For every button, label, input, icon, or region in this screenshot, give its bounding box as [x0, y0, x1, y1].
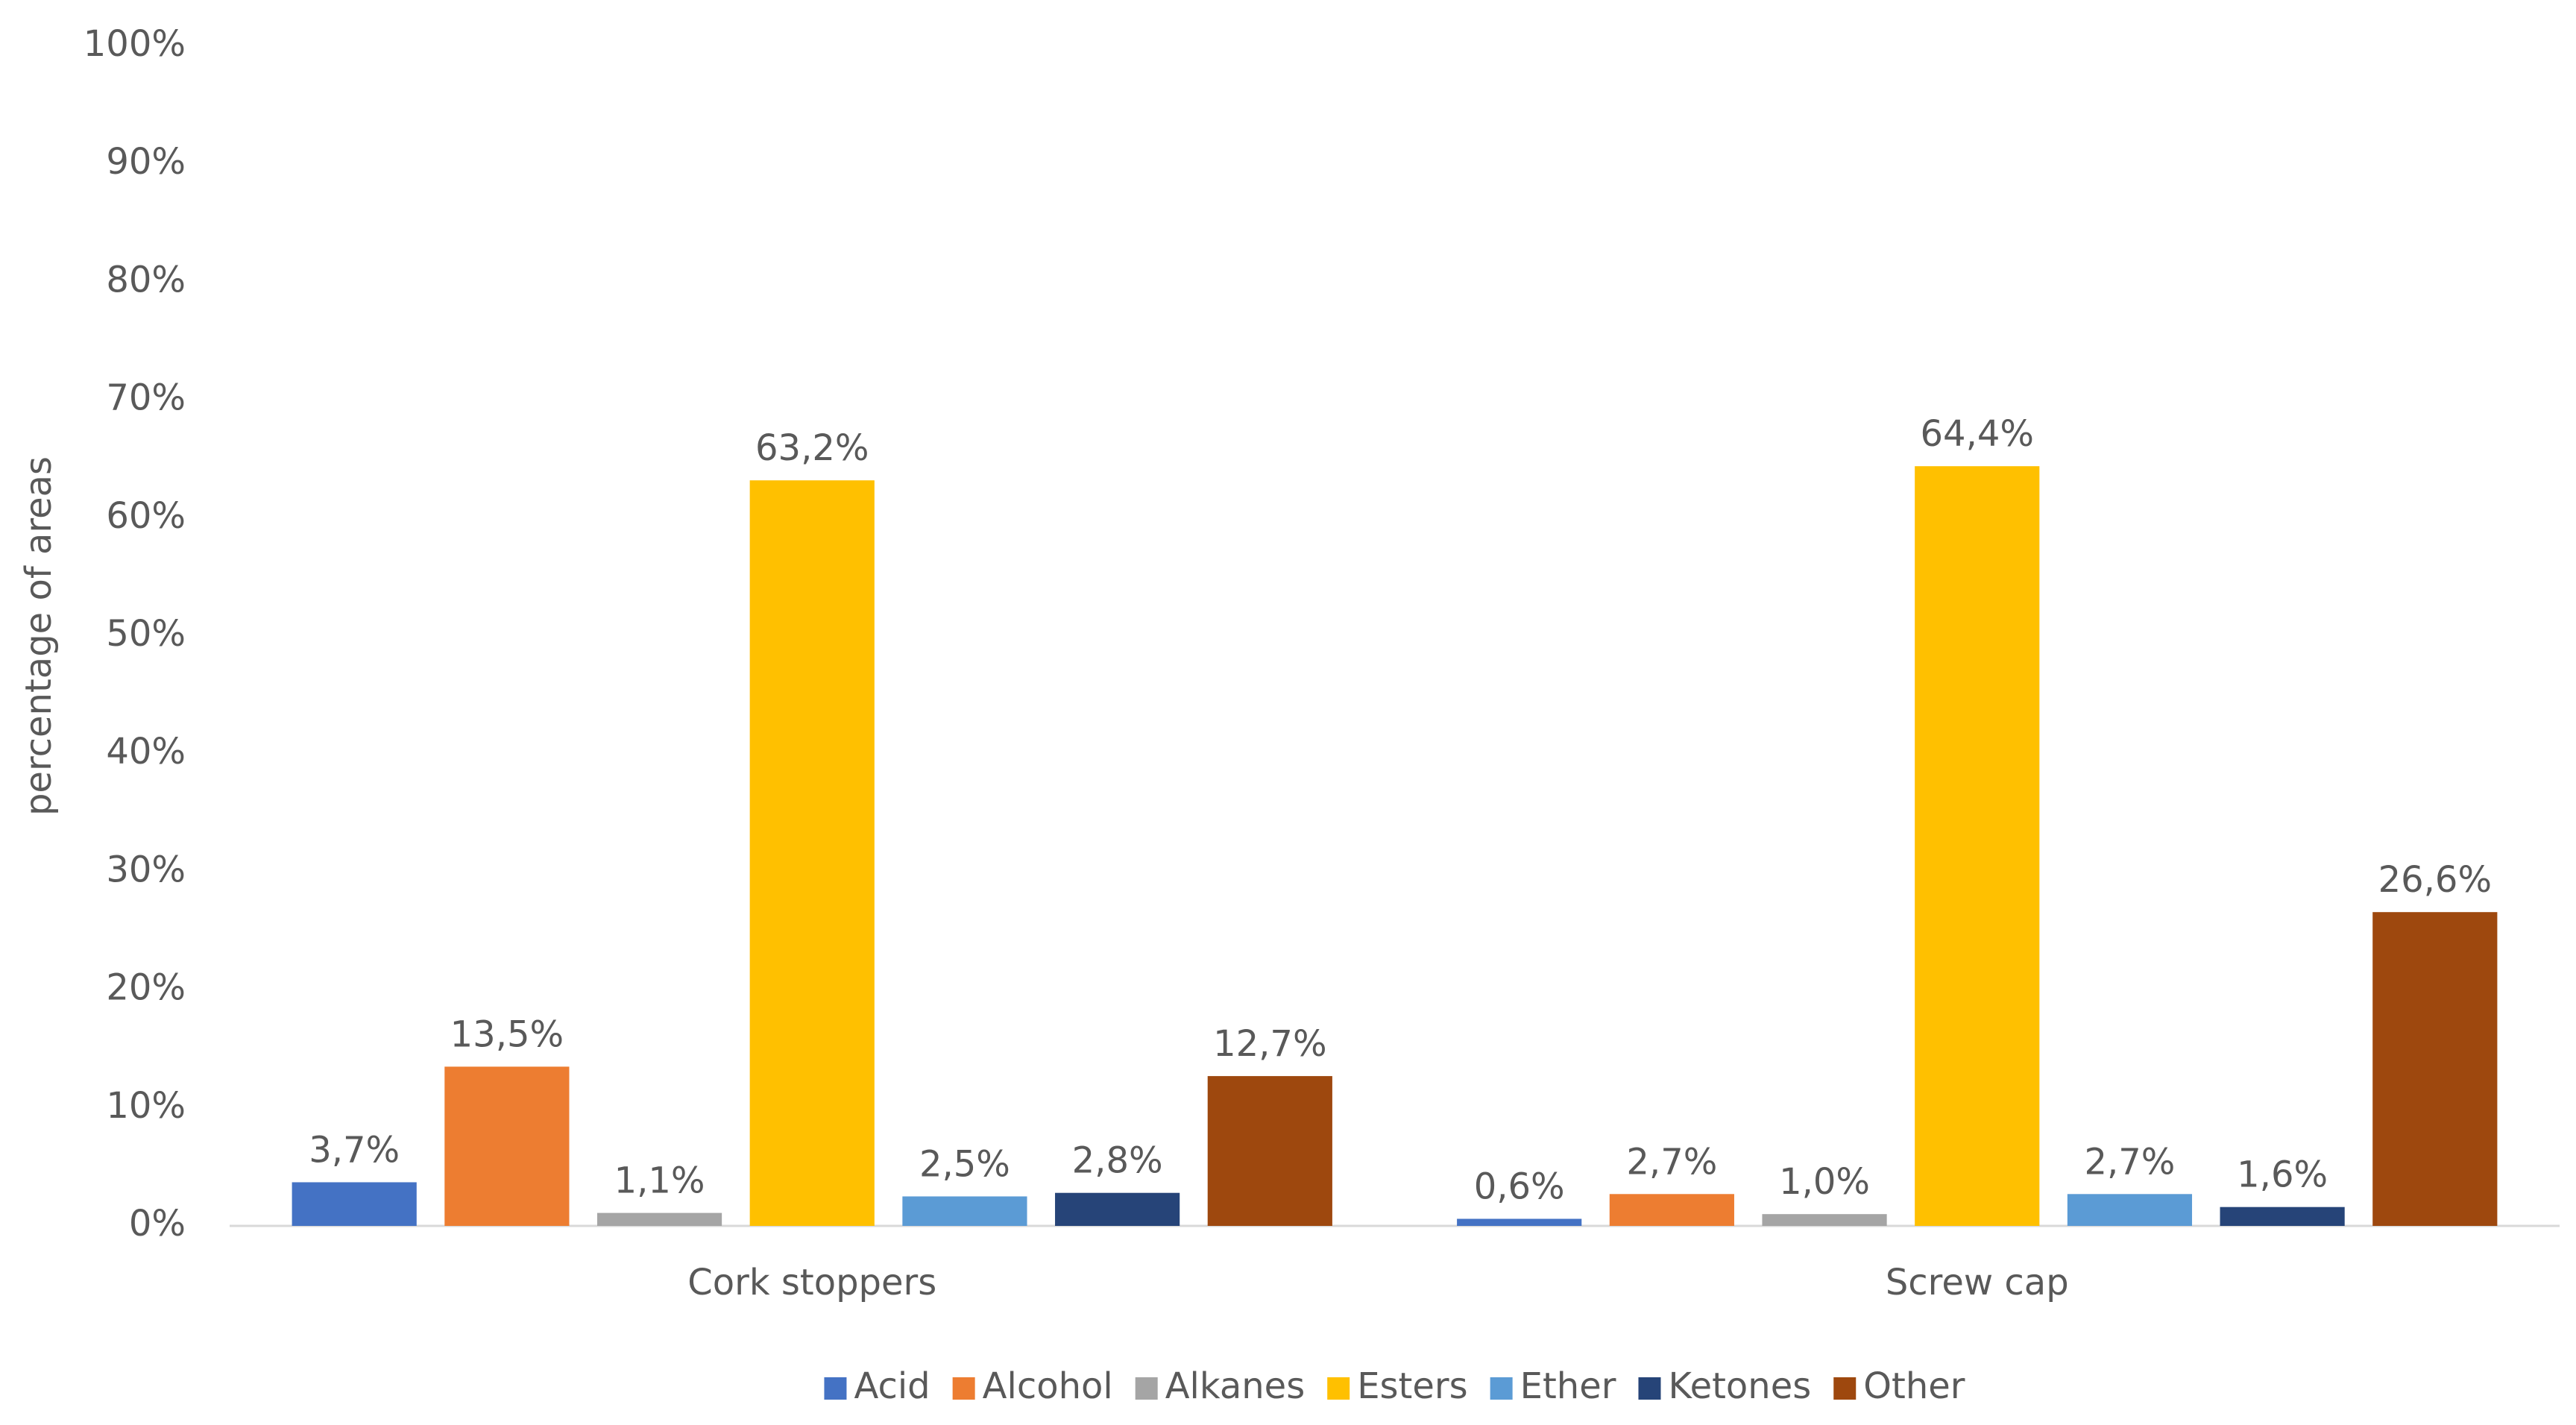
- bar: [2220, 1207, 2345, 1226]
- value-label: 64,4%: [1921, 413, 2034, 455]
- y-axis-title: percentage of areas: [18, 456, 60, 816]
- y-tick-label: 100%: [84, 23, 186, 65]
- y-tick-label: 70%: [106, 377, 186, 419]
- bar: [1609, 1194, 1734, 1226]
- legend-label: Esters: [1357, 1365, 1467, 1407]
- legend-swatch: [1833, 1377, 1857, 1400]
- bar: [1055, 1192, 1180, 1226]
- legend-swatch: [1490, 1377, 1513, 1400]
- x-tick-label: Screw cap: [1886, 1262, 2069, 1303]
- value-label: 2,8%: [1072, 1140, 1163, 1182]
- y-tick-label: 60%: [106, 495, 186, 537]
- value-label: 3,7%: [309, 1129, 400, 1171]
- value-label: 2,5%: [919, 1143, 1010, 1185]
- legend-label: Other: [1863, 1365, 1965, 1407]
- bar: [2067, 1194, 2193, 1226]
- bar: [1457, 1218, 1582, 1226]
- value-label: 63,2%: [755, 427, 869, 469]
- value-label: 13,5%: [450, 1013, 564, 1055]
- value-label: 1,0%: [1779, 1161, 1870, 1203]
- x-tick-label: Cork stoppers: [687, 1262, 936, 1303]
- y-tick-label: 30%: [106, 849, 186, 890]
- legend-swatch: [952, 1377, 975, 1400]
- bar: [902, 1196, 1027, 1226]
- bar: [1207, 1076, 1332, 1226]
- value-label: 1,6%: [2237, 1154, 2328, 1196]
- bar: [292, 1182, 417, 1226]
- y-tick-label: 80%: [106, 259, 186, 301]
- legend-label: Acid: [854, 1365, 930, 1407]
- value-label: 26,6%: [2378, 859, 2492, 901]
- legend-label: Ketones: [1668, 1365, 1811, 1407]
- value-label: 0,6%: [1474, 1166, 1565, 1208]
- value-label: 12,7%: [1213, 1023, 1326, 1065]
- y-tick-label: 0%: [129, 1203, 186, 1245]
- value-label: 1,1%: [614, 1160, 705, 1202]
- legend-swatch: [1327, 1377, 1350, 1400]
- bar: [596, 1212, 722, 1226]
- bar: [1762, 1214, 1887, 1226]
- legend-label: Alkanes: [1165, 1365, 1306, 1407]
- bar: [1915, 466, 2040, 1226]
- legend-swatch: [1638, 1377, 1661, 1400]
- y-tick-label: 90%: [106, 141, 186, 183]
- bar: [444, 1066, 570, 1226]
- legend-label: Alcohol: [983, 1365, 1113, 1407]
- y-tick-label: 10%: [106, 1085, 186, 1127]
- legend-label: Ether: [1520, 1365, 1616, 1407]
- y-tick-label: 20%: [106, 967, 186, 1009]
- legend-swatch: [824, 1377, 847, 1400]
- bar: [749, 480, 875, 1226]
- bar: [2372, 912, 2498, 1226]
- y-tick-label: 50%: [106, 613, 186, 655]
- legend-swatch: [1135, 1377, 1158, 1400]
- value-label: 2,7%: [1626, 1141, 1717, 1183]
- value-label: 2,7%: [2084, 1141, 2175, 1183]
- y-tick-label: 40%: [106, 731, 186, 773]
